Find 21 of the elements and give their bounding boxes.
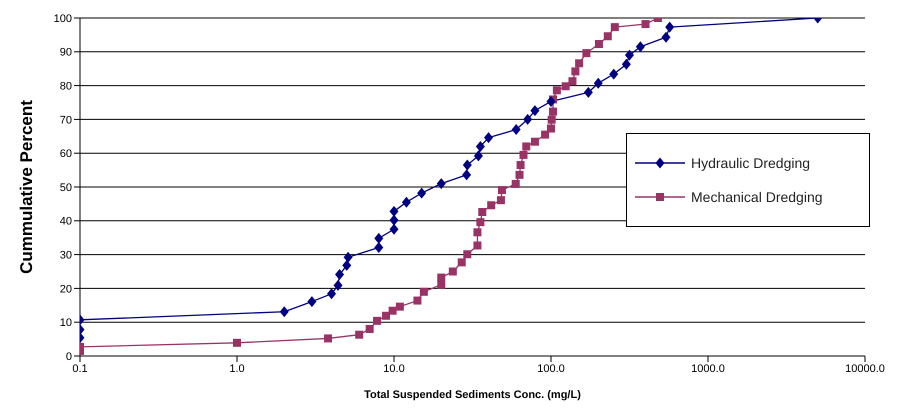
y-tick-label: 70: [60, 114, 72, 126]
y-tick-label: 30: [60, 250, 72, 262]
y-tick-label: 0: [66, 350, 72, 363]
y-tick-label: 80: [60, 80, 72, 93]
x-axis-title: Total Suspended Sediments Conc. (mg/L): [364, 389, 582, 401]
legend-label: Hydraulic Dredging: [691, 155, 810, 171]
y-tick-label: 50: [60, 182, 72, 194]
x-tick-label: 1.0: [229, 362, 245, 375]
y-tick-label: 90: [60, 46, 72, 59]
y-axis-title: Cummulative Percent: [17, 100, 36, 274]
x-tick-label: 10.0: [383, 362, 405, 375]
y-tick-label: 40: [60, 216, 72, 228]
y-tick-label: 60: [60, 148, 72, 160]
y-tick-label: 10: [60, 317, 72, 330]
x-tick-label: 1000.0: [691, 362, 725, 375]
y-tick-label: 100: [54, 12, 72, 25]
y-tick-label: 20: [60, 283, 72, 296]
x-tick-label: 100.0: [537, 362, 565, 375]
x-tick-label: 10000.0: [845, 362, 885, 375]
legend-label: Mechanical Dredging: [691, 189, 823, 205]
x-tick-label: 0.1: [72, 362, 88, 375]
